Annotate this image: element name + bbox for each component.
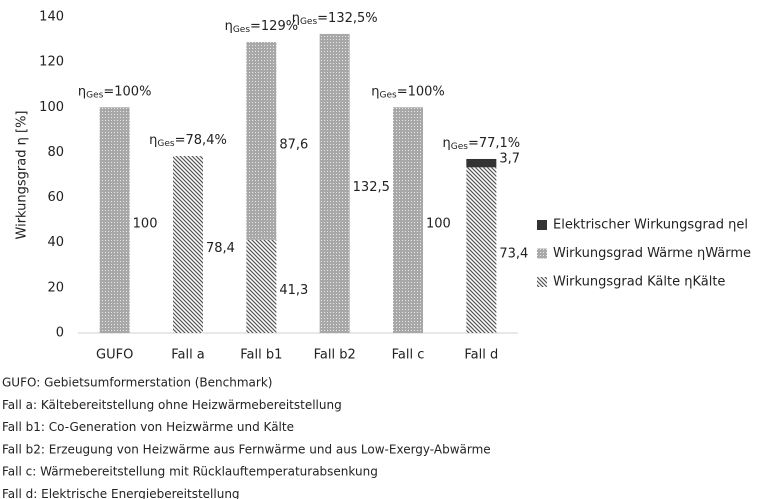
bar-segment — [466, 167, 497, 333]
annotation-text: =77,1% — [468, 135, 520, 150]
annotation-subscript: Ges — [300, 16, 318, 26]
annotation-subscript: Ges — [379, 90, 397, 100]
footnote: Fall b2: Erzeugung von Heizwärme aus Fer… — [2, 442, 491, 456]
annotation-text: =100% — [103, 84, 151, 99]
bar-segment — [466, 158, 497, 168]
annotation-symbol: η — [225, 19, 233, 34]
total-annotation: ηGes=77,1% — [443, 135, 521, 151]
annotation-symbol: η — [292, 10, 300, 25]
footnote: Fall a: Kältebereitstellung ohne Heizwär… — [2, 398, 342, 412]
value-label: 78,4 — [206, 241, 235, 256]
value-label: 73,4 — [499, 247, 528, 262]
x-tick-label: Fall d — [464, 348, 498, 363]
total-annotation: ηGes=78,4% — [149, 133, 227, 149]
x-tick-label: Fall b1 — [240, 348, 282, 363]
y-tick-label: 40 — [47, 235, 64, 250]
bar-segment — [173, 156, 203, 333]
y-tick-label: 80 — [47, 145, 64, 160]
y-tick-label: 120 — [39, 55, 64, 70]
x-tick-label: Fall b2 — [314, 348, 356, 363]
annotation-subscript: Ges — [86, 90, 104, 100]
legend-label: Elektrischer Wirkungsgrad ηel — [553, 218, 748, 233]
annotation-text: =132,5% — [317, 10, 377, 25]
value-label: 87,6 — [279, 137, 308, 152]
value-label: 100 — [426, 217, 451, 232]
footnote: Fall b1: Co-Generation von Heizwärme und… — [2, 420, 294, 434]
annotation-symbol: η — [443, 135, 451, 150]
legend-swatch — [537, 248, 547, 259]
legend-swatch — [537, 220, 547, 230]
value-label: 41,3 — [279, 283, 308, 298]
legend-label: Wirkungsgrad Kälte ηKälte — [553, 275, 725, 290]
value-label: 100 — [133, 217, 158, 232]
y-tick-label: 0 — [56, 326, 64, 341]
annotation-text: =78,4% — [175, 133, 227, 148]
annotation-text: =100% — [397, 84, 445, 99]
y-tick-label: 140 — [39, 10, 64, 25]
bar-segment — [246, 42, 277, 240]
total-annotation: ηGes=132,5% — [292, 10, 378, 26]
legend-label: Wirkungsgrad Wärme ηWärme — [553, 246, 751, 261]
total-annotation: ηGes=100% — [78, 84, 152, 100]
bar-segment — [319, 33, 350, 334]
footnote: Fall c: Wärmebereitstellung mit Rücklauf… — [2, 465, 378, 479]
annotation-text: =129% — [250, 19, 298, 34]
bar-segment — [99, 107, 130, 334]
bar-segment — [393, 107, 423, 334]
footnote: GUFO: Gebietsumformerstation (Benchmark) — [2, 376, 272, 390]
footnote: Fall d: Elektrische Energiebereitstellun… — [2, 487, 240, 499]
annotation-symbol: η — [78, 84, 86, 99]
y-axis-label: Wirkungsgrad η [%] — [15, 111, 30, 240]
total-annotation: ηGes=129% — [225, 19, 299, 35]
annotation-subscript: Ges — [451, 141, 469, 151]
x-tick-label: Fall c — [392, 348, 425, 363]
annotation-subscript: Ges — [157, 139, 175, 149]
value-label: 3,7 — [499, 152, 520, 167]
value-label: 132,5 — [353, 180, 390, 195]
annotation-symbol: η — [371, 84, 379, 99]
y-tick-label: 60 — [47, 190, 64, 205]
bar-segment — [246, 239, 277, 333]
x-tick-label: Fall a — [171, 348, 205, 363]
legend-swatch — [537, 277, 547, 287]
y-tick-label: 100 — [39, 100, 64, 115]
total-annotation: ηGes=100% — [371, 84, 445, 100]
y-tick-label: 20 — [47, 280, 64, 295]
x-tick-label: GUFO — [96, 348, 133, 363]
annotation-symbol: η — [149, 133, 157, 148]
annotation-subscript: Ges — [233, 25, 251, 35]
